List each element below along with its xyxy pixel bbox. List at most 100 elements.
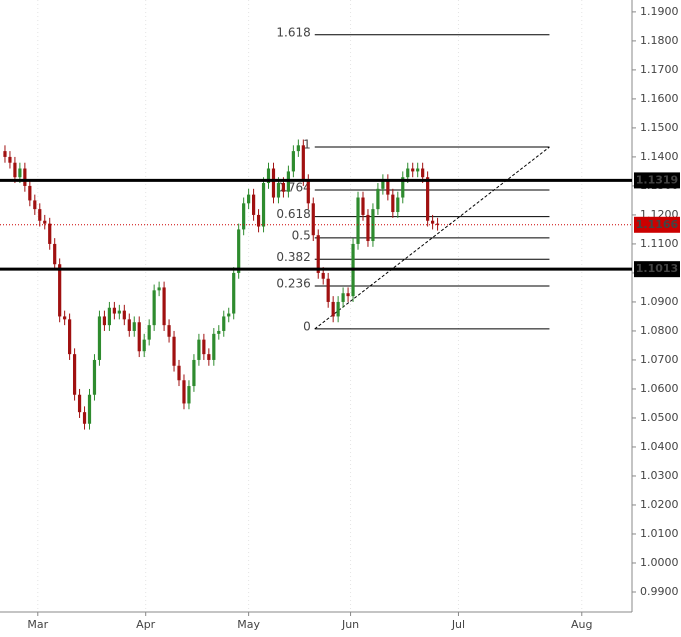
candle-body [341, 293, 345, 302]
candle-body [167, 325, 171, 337]
candle-body [431, 220, 435, 224]
y-tick-label: 1.0200 [640, 498, 679, 511]
candle-body [301, 145, 305, 181]
price-box [634, 261, 680, 278]
y-tick-label: 0.9900 [640, 585, 679, 598]
candle-body [207, 354, 211, 360]
candle-body [3, 151, 7, 157]
candle-body [386, 180, 390, 195]
candle-body [117, 310, 121, 314]
candle-body [177, 365, 181, 381]
candle-body [227, 313, 231, 317]
y-tick-label: 1.1400 [640, 150, 679, 163]
x-tick-label: Mar [27, 618, 48, 631]
price-box-label: 1.1166 [636, 218, 679, 231]
candle-body [187, 386, 191, 404]
candle-body [435, 223, 440, 225]
candle-body [321, 272, 325, 279]
candle-body [237, 229, 241, 273]
candle-body [381, 180, 385, 189]
fib-label: 0 [303, 319, 311, 333]
candle-body [311, 203, 315, 236]
candle-body [28, 185, 32, 201]
y-tick-label: 1.1800 [640, 34, 679, 47]
x-tick-label: Jun [341, 618, 359, 631]
candle-body [336, 301, 340, 317]
fib-label: 0.382 [276, 250, 310, 264]
candle-body [127, 319, 131, 331]
candle-body [212, 333, 216, 360]
candle-body [217, 330, 221, 334]
candle-body [53, 243, 57, 265]
candle-body [87, 394, 92, 424]
y-tick-label: 1.0300 [640, 469, 679, 482]
candle-body [38, 209, 42, 221]
candle-body [376, 188, 380, 210]
candle-body [406, 168, 410, 178]
price-box-label: 1.1013 [636, 262, 678, 275]
candle-body [247, 194, 251, 204]
candle-body [396, 197, 400, 213]
candle-body [232, 272, 236, 314]
x-tick-label: Apr [136, 618, 156, 631]
fib-label: 0.236 [276, 276, 310, 290]
candle-body [112, 307, 116, 314]
candle-body [147, 325, 151, 340]
candle-body [68, 319, 72, 355]
y-tick-label: 1.0700 [640, 353, 679, 366]
candle-body [401, 177, 405, 198]
candle-body [202, 339, 206, 355]
candle-body [43, 220, 47, 224]
fib-label: 1.618 [276, 25, 310, 39]
candle-body [366, 214, 370, 242]
y-tick-label: 1.0500 [640, 411, 679, 424]
y-tick-label: 1.1500 [640, 121, 679, 134]
candle-body [346, 293, 350, 297]
candle-body [192, 359, 196, 387]
y-tick-label: 1.1600 [640, 92, 679, 105]
candle-body [152, 290, 156, 326]
candle-body [102, 316, 107, 326]
candle-body [331, 301, 335, 317]
candle-body [251, 194, 256, 215]
candle-body [58, 264, 62, 317]
candle-body [107, 307, 111, 326]
candle-body [13, 162, 17, 178]
candle-body [33, 200, 37, 210]
candle-body [132, 322, 136, 331]
candle-body [261, 183, 266, 227]
y-tick-label: 1.0000 [640, 556, 679, 569]
candle-body [197, 339, 201, 360]
candle-body [426, 177, 430, 221]
candle-body [411, 168, 415, 172]
candle-body [222, 316, 226, 331]
y-tick-label: 1.0800 [640, 324, 679, 337]
y-tick-label: 1.0600 [640, 382, 679, 395]
candle-body [281, 183, 286, 192]
fib-label: 1 [303, 138, 311, 152]
candle-body [296, 145, 300, 152]
candle-body [92, 359, 97, 395]
candle-body [182, 380, 186, 404]
candle-body [391, 194, 395, 213]
y-tick-label: 1.1900 [640, 5, 679, 18]
candle-body [266, 168, 271, 184]
candle-body [23, 168, 27, 186]
x-tick-label: May [237, 618, 260, 631]
price-box-label: 1.1319 [636, 173, 678, 186]
candle-body [356, 197, 360, 244]
candle-body [18, 168, 22, 178]
candle-body [242, 203, 246, 230]
candle-body [276, 183, 281, 198]
candle-body [271, 168, 276, 198]
candle-body [142, 339, 146, 352]
candle-body [326, 278, 330, 302]
candle-body [306, 180, 310, 204]
candle-body [291, 151, 295, 172]
x-tick-label: Jul [451, 618, 465, 631]
price-box [634, 216, 680, 233]
y-tick-label: 1.0900 [640, 295, 679, 308]
fib-label: 0.618 [276, 207, 310, 221]
y-tick-label: 1.0400 [640, 440, 679, 453]
